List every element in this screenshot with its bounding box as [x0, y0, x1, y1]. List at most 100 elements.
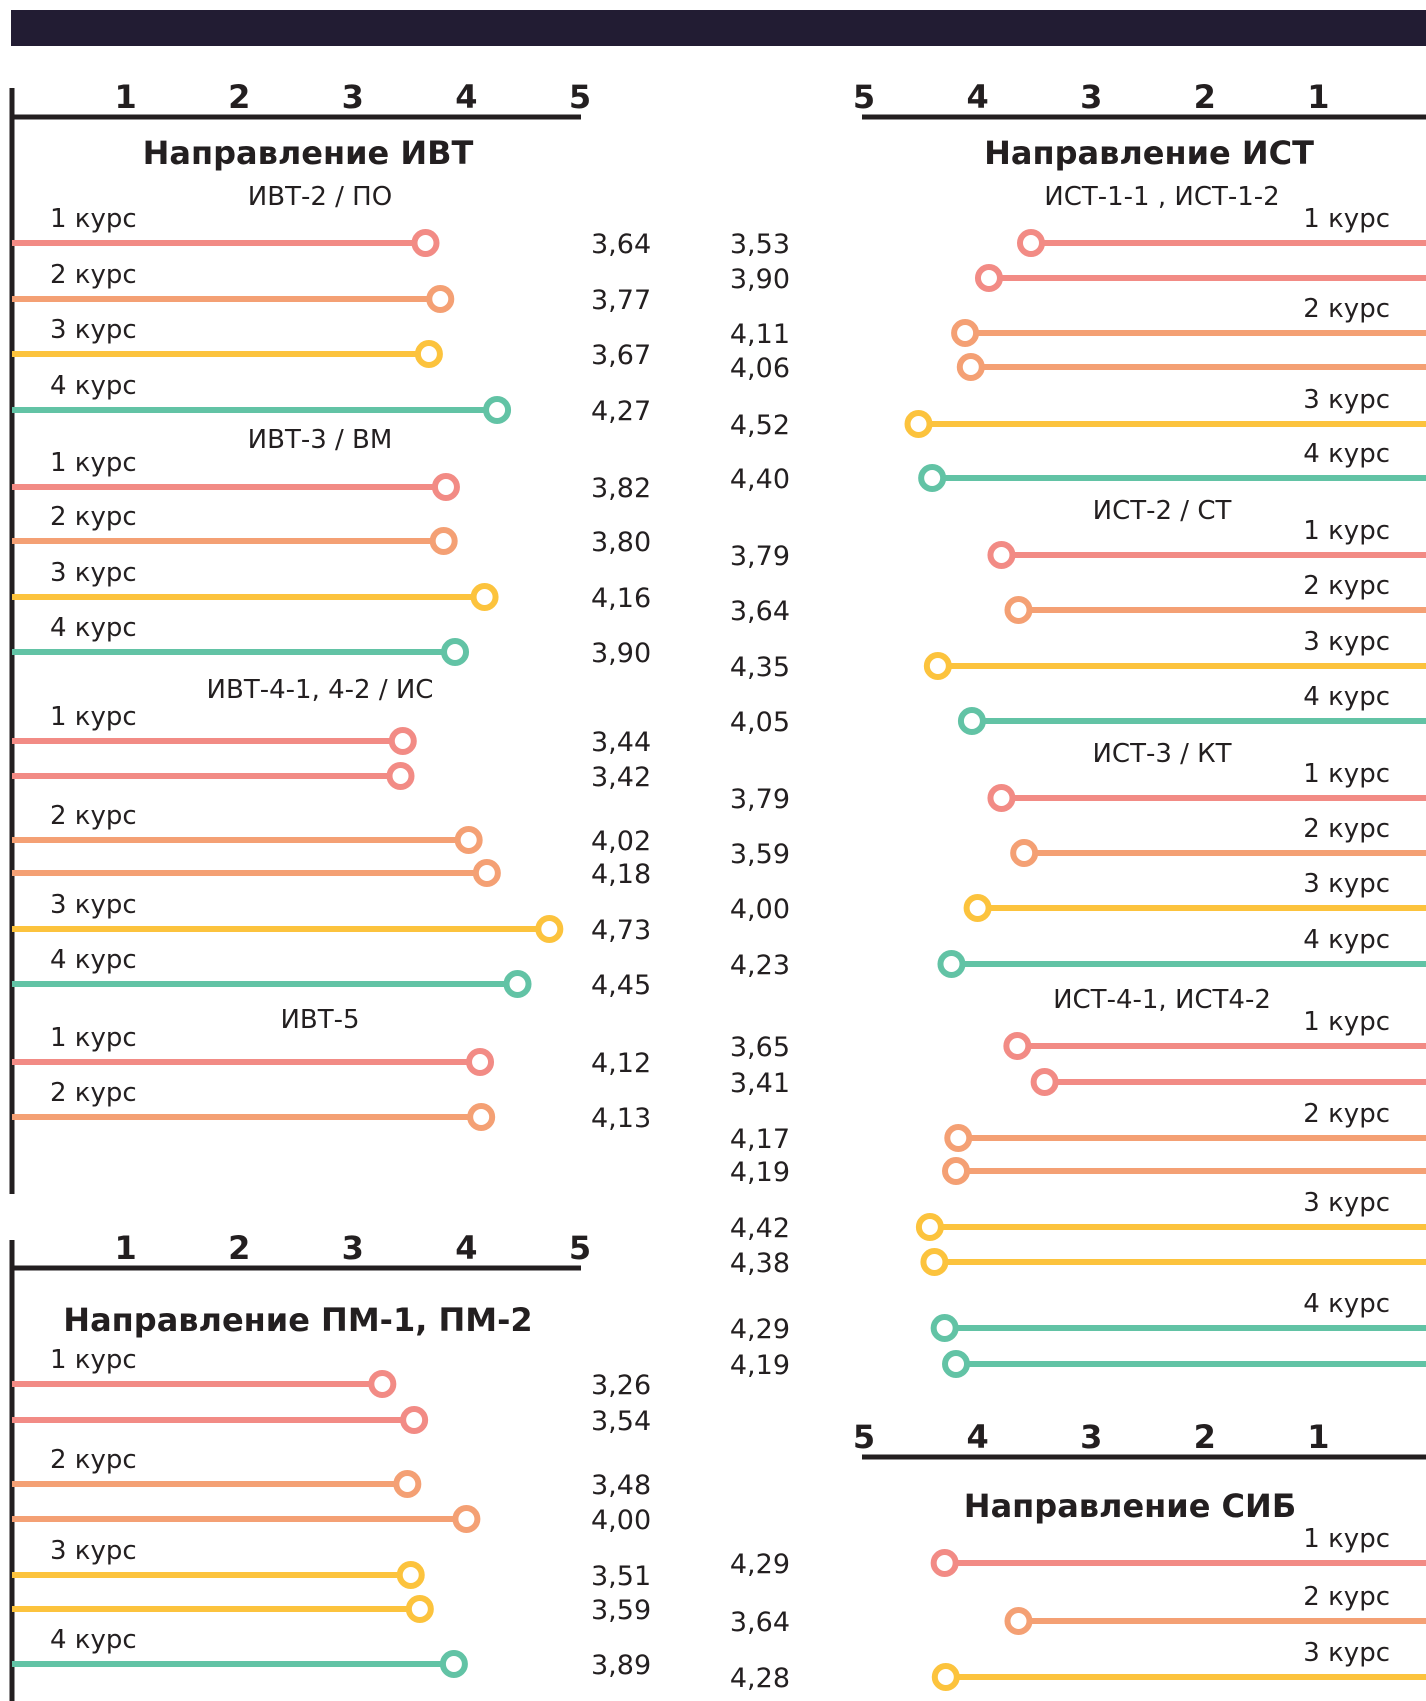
- data-point: [923, 652, 952, 680]
- data-point: [426, 285, 455, 313]
- data-point: [937, 950, 966, 978]
- value-label: 3,65: [730, 1032, 790, 1063]
- group-label: ИВТ-5: [280, 1005, 359, 1035]
- value-label: 3,59: [730, 839, 790, 870]
- tick-label: 1: [1307, 78, 1329, 116]
- value-label: 3,48: [591, 1470, 651, 1501]
- data-point: [963, 894, 992, 922]
- data-point: [483, 396, 512, 424]
- value-label: 4,42: [730, 1213, 790, 1244]
- group-label: ИСТ-1-1 , ИСТ-1-2: [1044, 182, 1279, 212]
- value-label: 4,16: [591, 583, 651, 614]
- data-point: [452, 1505, 481, 1533]
- value-label: 3,79: [730, 784, 790, 815]
- data-point: [1003, 1032, 1032, 1060]
- value-label: 3,64: [730, 596, 790, 627]
- value-label: 3,90: [730, 264, 790, 295]
- group-label: ИВТ-3 / ВМ: [248, 425, 393, 455]
- course-label: 2 курс: [50, 801, 137, 831]
- data-point: [388, 727, 417, 755]
- value-label: 3,42: [591, 762, 651, 793]
- course-label: 2 курс: [50, 260, 137, 290]
- course-label: 1 курс: [1303, 516, 1390, 546]
- data-point: [957, 707, 986, 735]
- data-point: [944, 1124, 973, 1152]
- tick-label: 1: [114, 78, 136, 116]
- tick-label: 4: [966, 1418, 988, 1456]
- course-label: 2 курс: [1303, 1099, 1390, 1129]
- value-label: 4,19: [730, 1350, 790, 1381]
- tick-label: 5: [569, 1229, 591, 1267]
- value-label: 4,19: [730, 1157, 790, 1188]
- course-label: 2 курс: [50, 1078, 137, 1108]
- value-label: 4,18: [591, 859, 651, 890]
- data-point: [470, 583, 499, 611]
- chart-title: Направление СИБ: [964, 1487, 1296, 1525]
- data-point: [1016, 229, 1045, 257]
- course-label: 1 курс: [1303, 204, 1390, 234]
- course-label: 4 курс: [50, 371, 137, 401]
- value-label: 4,52: [730, 410, 790, 441]
- value-label: 3,44: [591, 727, 651, 758]
- data-point: [1030, 1068, 1059, 1096]
- value-label: 4,29: [730, 1314, 790, 1345]
- data-point: [951, 319, 980, 347]
- tick-label: 3: [1080, 1418, 1102, 1456]
- course-label: 2 курс: [1303, 571, 1390, 601]
- tick-label: 2: [1194, 1418, 1216, 1456]
- value-label: 3,54: [591, 1406, 651, 1437]
- data-point: [942, 1157, 971, 1185]
- value-label: 4,35: [730, 652, 790, 683]
- data-point: [405, 1595, 434, 1623]
- data-point: [466, 1048, 495, 1076]
- tick-label: 3: [1080, 78, 1102, 116]
- data-point: [930, 1549, 959, 1577]
- tick-label: 4: [455, 78, 477, 116]
- value-label: 4,28: [730, 1663, 790, 1694]
- data-point: [503, 970, 532, 998]
- value-label: 4,38: [730, 1248, 790, 1279]
- course-label: 1 курс: [50, 702, 137, 732]
- course-label: 2 курс: [1303, 814, 1390, 844]
- value-label: 4,02: [591, 826, 651, 857]
- tick-label: 2: [228, 1229, 250, 1267]
- course-label: 2 курс: [50, 502, 137, 532]
- tick-label: 4: [966, 78, 988, 116]
- value-label: 3,77: [591, 285, 651, 316]
- value-label: 3,41: [730, 1068, 790, 1099]
- value-label: 4,40: [730, 464, 790, 495]
- course-label: 1 курс: [50, 1023, 137, 1053]
- tick-label: 1: [1307, 1418, 1329, 1456]
- tick-label: 3: [342, 1229, 364, 1267]
- data-point: [931, 1663, 960, 1691]
- value-label: 4,00: [730, 894, 790, 925]
- course-label: 2 курс: [1303, 1582, 1390, 1612]
- course-label: 4 курс: [1303, 682, 1390, 712]
- data-point: [1004, 1607, 1033, 1635]
- data-point: [918, 464, 947, 492]
- value-label: 3,59: [591, 1595, 651, 1626]
- tick-label: 5: [569, 78, 591, 116]
- course-label: 1 курс: [50, 204, 137, 234]
- data-point: [411, 229, 440, 257]
- value-label: 3,67: [591, 340, 651, 371]
- course-label: 3 курс: [1303, 869, 1390, 899]
- value-label: 4,05: [730, 707, 790, 738]
- data-point: [535, 915, 564, 943]
- course-label: 3 курс: [1303, 1188, 1390, 1218]
- course-label: 1 курс: [50, 1345, 137, 1375]
- group-label: ИСТ-4-1, ИСТ4-2: [1053, 985, 1271, 1015]
- course-label: 3 курс: [50, 1536, 137, 1566]
- data-point: [454, 826, 483, 854]
- course-label: 3 курс: [1303, 1638, 1390, 1668]
- group-label: ИВТ-4-1, 4-2 / ИС: [207, 675, 434, 705]
- data-point: [930, 1314, 959, 1342]
- data-point: [915, 1213, 944, 1241]
- value-label: 4,23: [730, 950, 790, 981]
- value-label: 3,26: [591, 1370, 651, 1401]
- header-bar: [11, 10, 1426, 46]
- data-point: [400, 1406, 429, 1434]
- data-point: [439, 1650, 468, 1678]
- course-label: 3 курс: [1303, 627, 1390, 657]
- value-label: 4,11: [730, 319, 790, 350]
